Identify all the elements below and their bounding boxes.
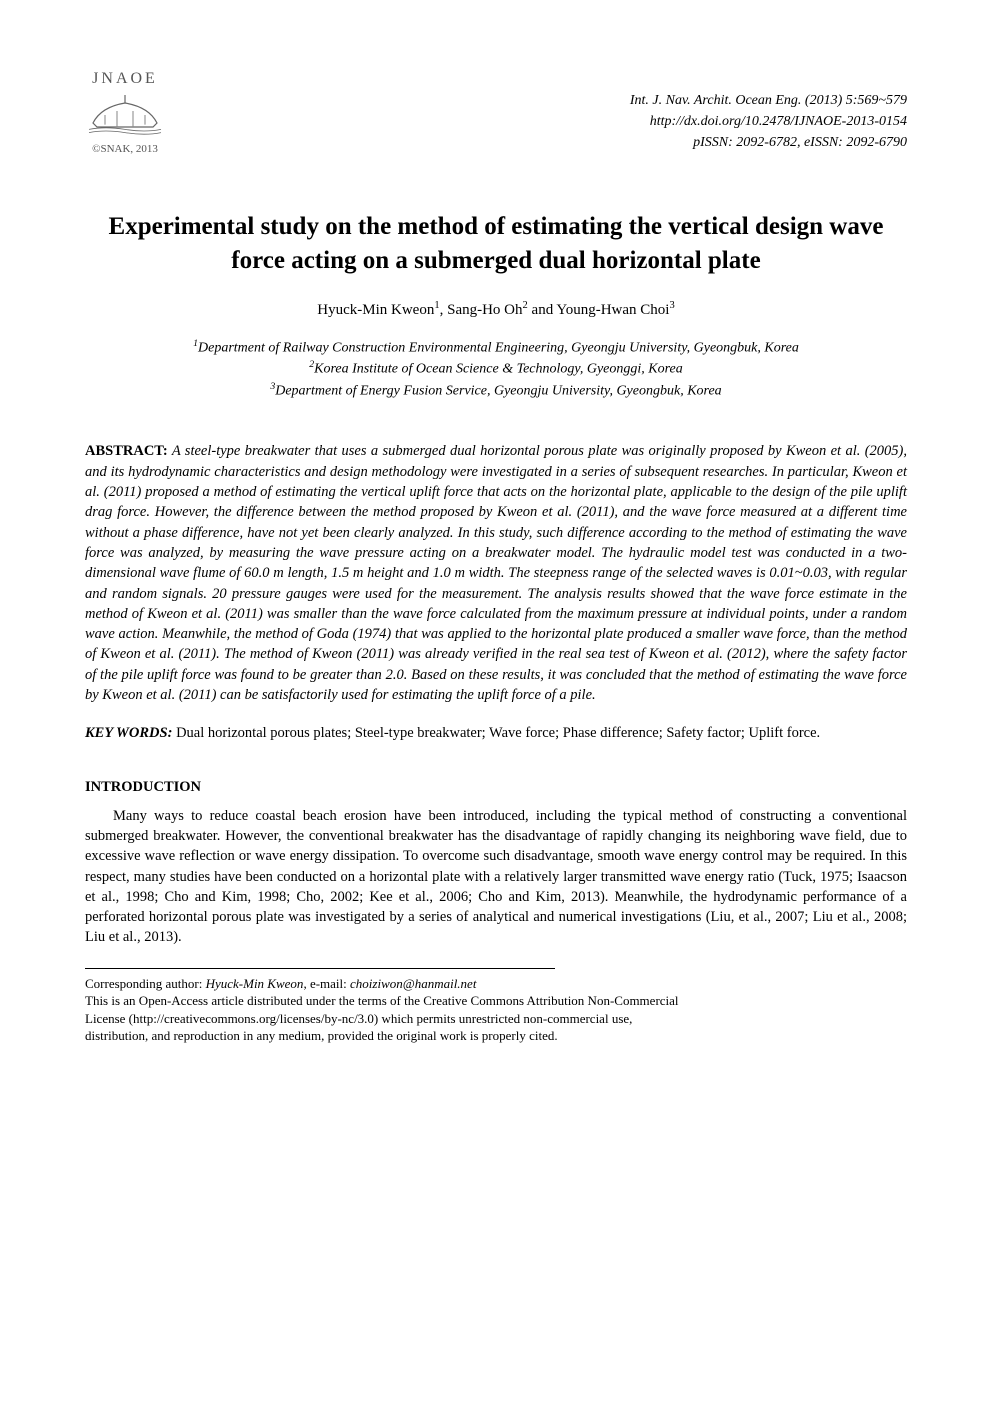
keywords-section: KEY WORDS: Dual horizontal porous plates…: [85, 723, 907, 743]
keywords-label: KEY WORDS:: [85, 725, 172, 741]
affiliation-3: 3Department of Energy Fusion Service, Gy…: [85, 380, 907, 402]
page-header: JNAOE ©SNAK, 2013 Int. J. Nav. Archit. O…: [85, 70, 907, 155]
abstract-label: ABSTRACT:: [85, 443, 168, 459]
abstract-section: ABSTRACT: A steel-type breakwater that u…: [85, 441, 907, 705]
author-3-sup: 3: [669, 300, 674, 311]
author-3: and Young-Hwan Choi: [528, 302, 670, 318]
affiliations-block: 1Department of Railway Construction Envi…: [85, 337, 907, 402]
journal-logo-text: JNAOE: [92, 70, 158, 88]
introduction-paragraph-1: Many ways to reduce coastal beach erosio…: [85, 806, 907, 948]
corresponding-author-line: Corresponding author: Hyuck-Min Kweon, e…: [85, 975, 685, 993]
copyright-text: ©SNAK, 2013: [92, 143, 158, 155]
affiliation-2: 2Korea Institute of Ocean Science & Tech…: [85, 358, 907, 380]
journal-info: Int. J. Nav. Archit. Ocean Eng. (2013) 5…: [630, 70, 907, 153]
affiliation-1: 1Department of Railway Construction Envi…: [85, 337, 907, 359]
author-2: , Sang-Ho Oh: [440, 302, 523, 318]
license-text: This is an Open-Access article distribut…: [85, 992, 685, 1045]
author-1: Hyuck-Min Kweon: [317, 302, 434, 318]
abstract-text: A steel-type breakwater that uses a subm…: [85, 443, 907, 703]
corresponding-label: Corresponding author:: [85, 976, 206, 991]
journal-issn: pISSN: 2092-6782, eISSN: 2092-6790: [630, 132, 907, 153]
journal-citation: Int. J. Nav. Archit. Ocean Eng. (2013) 5…: [630, 90, 907, 111]
corresponding-author-name: Hyuck-Min Kweon: [206, 976, 304, 991]
journal-doi: http://dx.doi.org/10.2478/IJNAOE-2013-01…: [630, 111, 907, 132]
corresponding-email: choiziwon@hanmail.net: [350, 976, 476, 991]
paper-title: Experimental study on the method of esti…: [85, 210, 907, 278]
email-label: , e-mail:: [303, 976, 350, 991]
footer-divider: [85, 968, 555, 969]
introduction-heading: INTRODUCTION: [85, 779, 907, 796]
journal-logo-block: JNAOE ©SNAK, 2013: [85, 70, 165, 155]
ship-icon: [85, 90, 165, 140]
authors-list: Hyuck-Min Kweon1, Sang-Ho Oh2 and Young-…: [85, 300, 907, 319]
keywords-text: Dual horizontal porous plates; Steel-typ…: [172, 725, 820, 741]
